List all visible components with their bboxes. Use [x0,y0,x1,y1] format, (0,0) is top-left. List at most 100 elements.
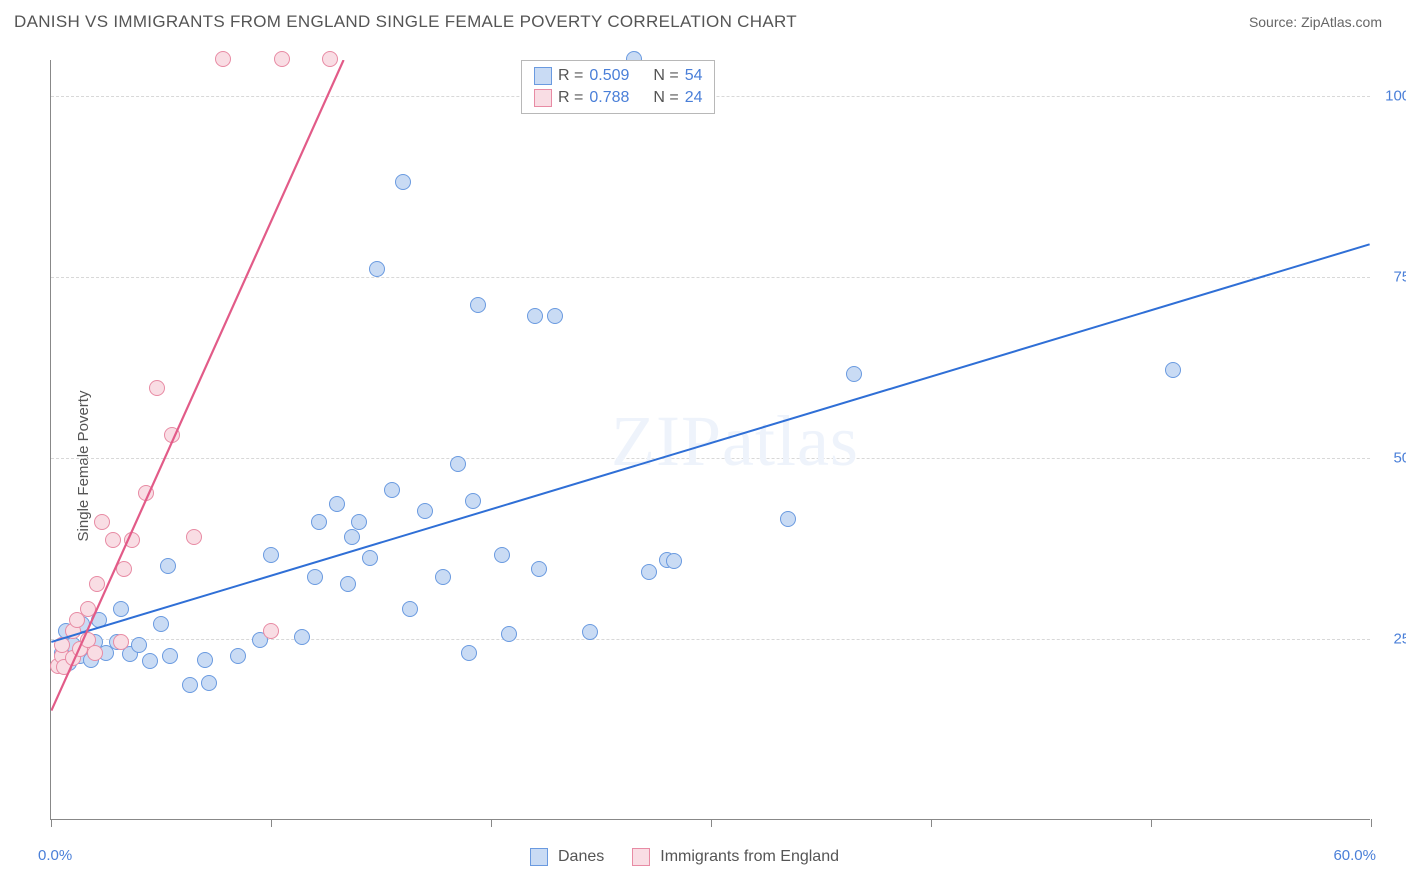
data-point-danes [142,653,158,669]
x-tick [711,819,712,827]
data-point-danes [294,629,310,645]
correlation-legend: R = 0.509 N = 54 R = 0.788 N = 24 [521,60,715,114]
data-point-danes [153,616,169,632]
source-prefix: Source: [1249,14,1301,30]
y-tick-label: 75.0% [1376,269,1406,286]
data-point-danes [494,547,510,563]
data-point-danes [197,652,213,668]
x-tick [271,819,272,827]
data-point-danes [470,297,486,313]
data-point-danes [113,601,129,617]
data-point-england [164,427,180,443]
data-point-danes [531,561,547,577]
data-point-england [116,561,132,577]
legend-n-value: 24 [685,89,703,107]
legend-r-value: 0.788 [589,89,647,107]
x-tick [51,819,52,827]
data-point-danes [351,514,367,530]
legend-r-value: 0.509 [589,67,647,85]
data-point-danes [311,514,327,530]
legend-r-label: R = [558,67,583,85]
data-point-danes [395,174,411,190]
data-point-england [87,645,103,661]
data-point-danes [160,558,176,574]
data-point-danes [1165,362,1181,378]
data-point-danes [450,456,466,472]
series-label: Danes [558,848,604,866]
data-point-england [94,514,110,530]
data-point-danes [435,569,451,585]
data-point-danes [780,511,796,527]
source-name: ZipAtlas.com [1301,14,1382,30]
data-point-danes [362,550,378,566]
series-swatch [632,848,650,866]
data-point-danes [329,496,345,512]
data-point-england [274,51,290,67]
legend-swatch [534,67,552,85]
data-point-danes [465,493,481,509]
data-point-england [263,623,279,639]
data-point-danes [131,637,147,653]
legend-n-label: N = [653,89,678,107]
source-attribution: Source: ZipAtlas.com [1249,14,1382,30]
data-point-danes [846,366,862,382]
data-point-danes [369,261,385,277]
watermark-text: ZIPatlas [611,400,859,483]
x-tick [1151,819,1152,827]
data-point-danes [182,677,198,693]
legend-swatch [534,89,552,107]
data-point-england [186,529,202,545]
gridline [51,458,1370,459]
chart-title: DANISH VS IMMIGRANTS FROM ENGLAND SINGLE… [14,12,797,32]
data-point-danes [666,553,682,569]
data-point-england [215,51,231,67]
series-label: Immigrants from England [660,848,839,866]
data-point-danes [263,547,279,563]
gridline [51,277,1370,278]
chart-area: Single Female Poverty ZIPatlas R =0.509N… [0,40,1406,892]
legend-n-label: N = [653,67,678,85]
data-point-danes [582,624,598,640]
data-point-danes [230,648,246,664]
data-point-danes [501,626,517,642]
data-point-danes [461,645,477,661]
chart-header: DANISH VS IMMIGRANTS FROM ENGLAND SINGLE… [0,0,1406,38]
data-point-england [124,532,140,548]
data-point-danes [547,308,563,324]
data-point-england [322,51,338,67]
x-axis-max-label: 60.0% [1333,847,1376,864]
data-point-danes [162,648,178,664]
x-tick [931,819,932,827]
data-point-danes [307,569,323,585]
data-point-england [138,485,154,501]
series-legend: Danes Immigrants from England [530,848,857,866]
trendlines-layer [51,60,1370,819]
data-point-danes [201,675,217,691]
x-tick [1371,819,1372,827]
legend-row-danes: R = 0.509 N = 54 [534,65,702,87]
plot-region: ZIPatlas R =0.509N =54R =0.788N =24 25.0… [50,60,1370,820]
x-tick [491,819,492,827]
gridline [51,639,1370,640]
series-swatch [530,848,548,866]
y-tick-label: 50.0% [1376,450,1406,467]
legend-n-value: 54 [685,67,703,85]
trendline-danes [51,244,1369,642]
data-point-england [113,634,129,650]
data-point-danes [344,529,360,545]
data-point-danes [402,601,418,617]
data-point-danes [384,482,400,498]
data-point-danes [527,308,543,324]
data-point-danes [417,503,433,519]
data-point-danes [641,564,657,580]
legend-r-label: R = [558,89,583,107]
data-point-england [80,601,96,617]
legend-row-england: R = 0.788 N = 24 [534,87,702,109]
x-axis-min-label: 0.0% [38,847,72,864]
data-point-england [89,576,105,592]
data-point-danes [340,576,356,592]
data-point-england [105,532,121,548]
data-point-england [149,380,165,396]
y-tick-label: 25.0% [1376,631,1406,648]
y-tick-label: 100.0% [1376,88,1406,105]
